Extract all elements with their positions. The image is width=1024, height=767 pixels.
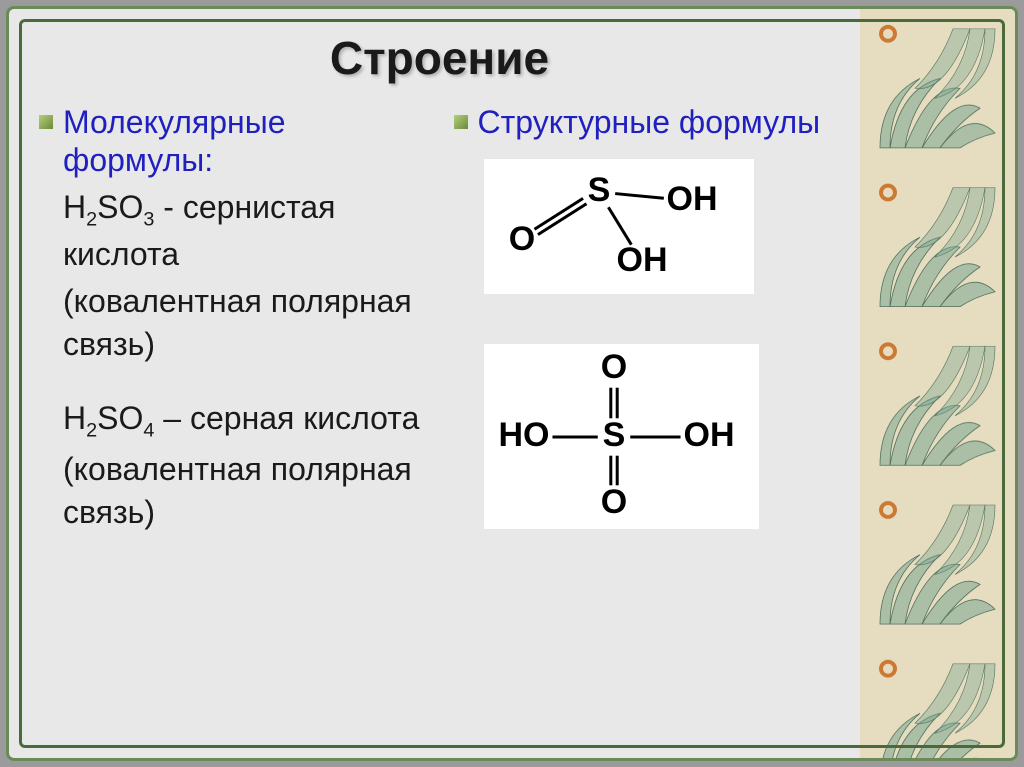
f2-h: H (63, 400, 86, 436)
left-item2-bond: (ковалентная полярная связь) (63, 448, 426, 534)
svg-text:O: O (508, 220, 534, 258)
left-item1-bond: (ковалентная полярная связь) (63, 280, 426, 366)
left-item2-formula: H2SO4 – серная кислота (63, 397, 426, 444)
svg-text:OH: OH (683, 416, 734, 454)
slide-content: Строение Молекулярные формулы: H2SO3 - с… (39, 31, 840, 728)
right-heading: Структурные формулы (478, 103, 821, 141)
decorative-strip (860, 9, 1015, 758)
svg-text:HO: HO (498, 416, 549, 454)
structure-h2so3: S O OH OH (484, 159, 841, 294)
slide-title: Строение (39, 31, 840, 85)
molecule-svg-h2so4: HO S OH O O (484, 344, 759, 529)
svg-text:OH: OH (666, 180, 717, 218)
bullet-icon (39, 115, 53, 129)
left-heading-row: Молекулярные формулы: (39, 103, 426, 180)
bullet-icon (454, 115, 468, 129)
f2-4: 4 (143, 419, 154, 441)
right-heading-row: Структурные формулы (454, 103, 841, 141)
f2-2: 2 (86, 419, 97, 441)
f1-h: H (63, 189, 86, 225)
svg-text:S: S (587, 171, 610, 209)
structure-h2so4: HO S OH O O (484, 344, 841, 529)
outer-frame: Строение Молекулярные формулы: H2SO3 - с… (0, 0, 1024, 767)
left-item1-formula: H2SO3 - сернистая кислота (63, 186, 426, 276)
f1-3: 3 (143, 208, 154, 230)
left-heading: Молекулярные формулы: (63, 103, 426, 180)
f1-2: 2 (86, 208, 97, 230)
svg-text:O: O (600, 348, 626, 386)
svg-text:S: S (602, 416, 625, 454)
f1-s: S (97, 189, 118, 225)
f2-label: – серная кислота (154, 400, 419, 436)
slide-surface: Строение Молекулярные формулы: H2SO3 - с… (6, 6, 1018, 761)
right-column: Структурные формулы SOOHOH HOSOHOO (454, 103, 841, 538)
svg-text:O: O (600, 483, 626, 521)
f2-o: O (118, 400, 143, 436)
f2-s: S (97, 400, 118, 436)
columns: Молекулярные формулы: H2SO3 - сернистая … (39, 103, 840, 538)
f1-o: O (118, 189, 143, 225)
svg-text:OH: OH (616, 241, 667, 279)
left-column: Молекулярные формулы: H2SO3 - сернистая … (39, 103, 426, 538)
molecule-svg-h2so3: S O OH OH (484, 159, 754, 294)
